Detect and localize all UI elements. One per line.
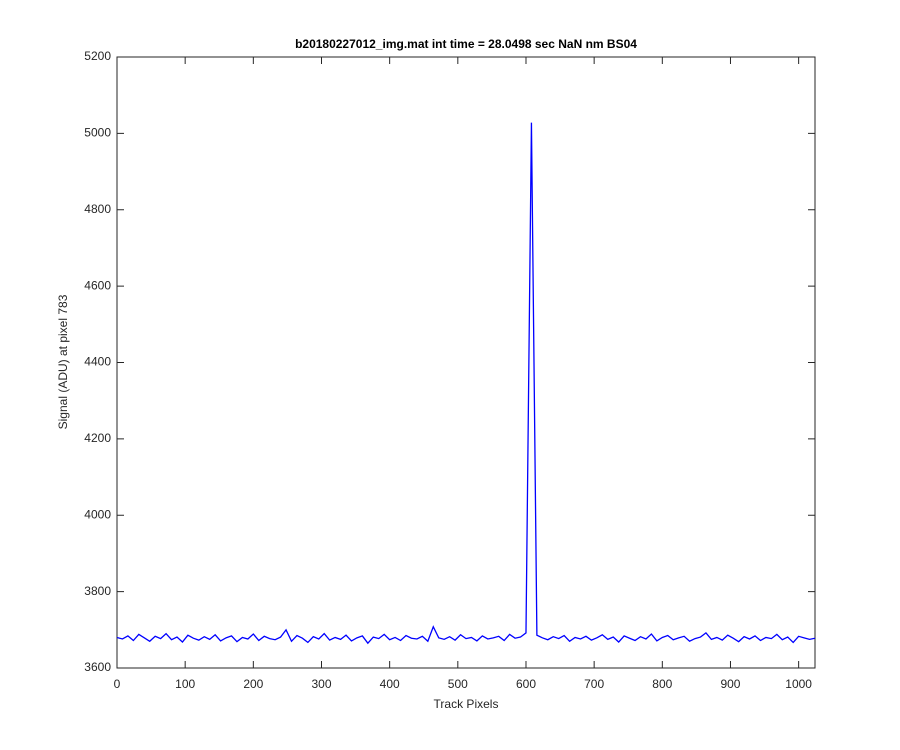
x-tick-label: 200 — [243, 677, 263, 691]
x-tick-label: 500 — [448, 677, 468, 691]
y-tick-label: 5200 — [84, 49, 111, 63]
y-axis-label: Signal (ADU) at pixel 783 — [56, 294, 70, 429]
y-tick-label: 4400 — [84, 355, 111, 369]
y-tick-label: 3600 — [84, 660, 111, 674]
x-tick-label: 100 — [175, 677, 195, 691]
x-tick-label: 600 — [516, 677, 536, 691]
chart-title: b20180227012_img.mat int time = 28.0498 … — [295, 37, 637, 51]
x-axis-label: Track Pixels — [434, 697, 499, 711]
y-tick-label: 3800 — [84, 584, 111, 598]
y-tick-label: 4800 — [84, 202, 111, 216]
y-tick-label: 4000 — [84, 507, 111, 521]
x-tick-label: 1000 — [785, 677, 812, 691]
x-tick-label: 800 — [652, 677, 672, 691]
x-tick-label: 700 — [584, 677, 604, 691]
y-tick-label: 5000 — [84, 126, 111, 140]
x-tick-label: 900 — [720, 677, 740, 691]
x-tick-label: 400 — [380, 677, 400, 691]
x-tick-label: 300 — [311, 677, 331, 691]
y-tick-label: 4200 — [84, 431, 111, 445]
data-line — [116, 122, 816, 645]
x-tick-label: 0 — [114, 677, 121, 691]
y-tick-label: 4600 — [84, 278, 111, 292]
